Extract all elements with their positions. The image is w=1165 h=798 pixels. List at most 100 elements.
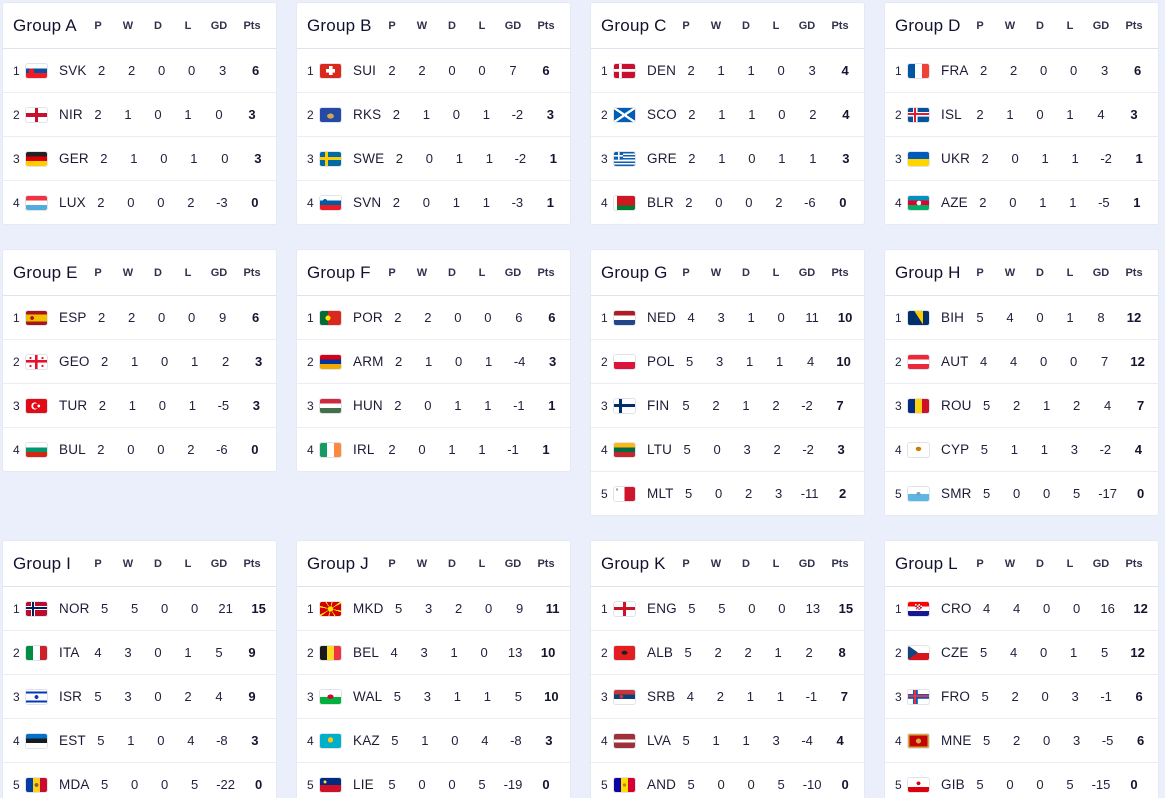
group-title: Group F <box>307 262 371 282</box>
team-code: RKS <box>353 107 382 122</box>
team-row[interactable]: 3 GER 2 1 0 1 0 3 <box>3 136 276 180</box>
team-row[interactable]: 1 ESP 2 2 0 0 9 6 <box>3 296 276 339</box>
team-row[interactable]: 1 SUI 2 2 0 0 7 6 <box>297 49 570 92</box>
l-value: 4 <box>481 733 489 748</box>
team-row[interactable]: 1 SVK 2 2 0 0 3 6 <box>3 49 276 92</box>
team-row[interactable]: 2 SCO 2 1 1 0 2 4 <box>591 92 864 136</box>
team-code: ITA <box>59 645 80 660</box>
team-row[interactable]: 1 NED 4 3 1 0 11 10 <box>591 296 864 339</box>
team-row[interactable]: 3 ROU 5 2 1 2 4 7 <box>885 383 1158 427</box>
team-row[interactable]: 2 CZE 5 4 0 1 5 12 <box>885 630 1158 674</box>
team-row[interactable]: 1 MKD 5 3 2 0 9 11 <box>297 587 570 630</box>
gd-value: -8 <box>216 733 228 748</box>
flag-cell <box>908 486 934 501</box>
team-row[interactable]: 2 ITA 4 3 0 1 5 9 <box>3 630 276 674</box>
team-row[interactable]: 1 FRA 2 2 0 0 3 6 <box>885 49 1158 92</box>
column-header-gd: GD <box>504 266 522 279</box>
column-header-p: P <box>682 266 690 279</box>
points-value: 12 <box>1126 310 1142 325</box>
column-header-d: D <box>1036 19 1044 32</box>
team-row[interactable]: 3 WAL 5 3 1 1 5 10 <box>297 674 570 718</box>
team-row[interactable]: 4 BUL 2 0 0 2 -6 0 <box>3 427 276 471</box>
points-value: 15 <box>251 601 266 616</box>
p-value: 4 <box>687 310 695 325</box>
p-value: 5 <box>976 310 984 325</box>
team-row[interactable]: 4 LTU 5 0 3 2 -2 3 <box>591 427 864 471</box>
d-value: 1 <box>450 645 458 660</box>
team-row[interactable]: 4 AZE 2 0 1 1 -5 1 <box>885 180 1158 224</box>
team-row[interactable]: 3 FRO 5 2 0 3 -1 6 <box>885 674 1158 718</box>
l-value: 1 <box>190 354 199 369</box>
team-code: SMR <box>941 486 972 501</box>
position-number: 1 <box>601 601 608 616</box>
team-row[interactable]: 4 IRL 2 0 1 1 -1 1 <box>297 427 570 471</box>
l-value: 0 <box>1069 63 1078 78</box>
team-row[interactable]: 4 EST 5 1 0 4 -8 3 <box>3 718 276 762</box>
w-value: 1 <box>130 151 138 166</box>
team-row[interactable]: 2 RKS 2 1 0 1 -2 3 <box>297 92 570 136</box>
column-header-p: P <box>976 557 984 570</box>
team-row[interactable]: 3 HUN 2 0 1 1 -1 1 <box>297 383 570 427</box>
team-row[interactable]: 1 DEN 2 1 1 0 3 4 <box>591 49 864 92</box>
team-row[interactable]: 1 NOR 5 5 0 0 21 15 <box>3 587 276 630</box>
team-row[interactable]: 2 AUT 4 4 0 0 7 12 <box>885 339 1158 383</box>
team-row[interactable]: 2 ARM 2 1 0 1 -4 3 <box>297 339 570 383</box>
team-row[interactable]: 2 GEO 2 1 0 1 2 3 <box>3 339 276 383</box>
team-row[interactable]: 3 ISR 5 3 0 2 4 9 <box>3 674 276 718</box>
team-row[interactable]: 4 LUX 2 0 0 2 -3 0 <box>3 180 276 224</box>
team-code: IRL <box>353 442 375 457</box>
points-value: 4 <box>841 63 849 78</box>
team-row[interactable]: 4 KAZ 5 1 0 4 -8 3 <box>297 718 570 762</box>
team-row[interactable]: 1 ENG 5 5 0 0 13 15 <box>591 587 864 630</box>
team-row[interactable]: 4 CYP 5 1 1 3 -2 4 <box>885 427 1158 471</box>
team-row[interactable]: 3 TUR 2 1 0 1 -5 3 <box>3 383 276 427</box>
p-value: 5 <box>683 442 691 457</box>
w-value: 2 <box>418 63 426 78</box>
team-row[interactable]: 5 AND 5 0 0 5 -10 0 <box>591 762 864 798</box>
w-value: 4 <box>1006 310 1014 325</box>
d-value: 2 <box>744 645 752 660</box>
gd-value: -4 <box>513 354 526 369</box>
flag-pol-icon <box>614 354 635 369</box>
team-row[interactable]: 4 SVN 2 0 1 1 -3 1 <box>297 180 570 224</box>
team-row[interactable]: 3 SRB 4 2 1 1 -1 7 <box>591 674 864 718</box>
team-row[interactable]: 5 MDA 5 0 0 5 -22 0 <box>3 762 276 798</box>
team-row[interactable]: 1 BIH 5 4 0 1 8 12 <box>885 296 1158 339</box>
team-row[interactable]: 1 POR 2 2 0 0 6 6 <box>297 296 570 339</box>
flag-cell <box>614 689 640 704</box>
p-value: 5 <box>982 486 991 501</box>
team-row[interactable]: 1 CRO 4 4 0 0 16 12 <box>885 587 1158 630</box>
team-code: BIH <box>941 310 965 325</box>
column-header-l: L <box>772 19 780 32</box>
team-row[interactable]: 5 GIB 5 0 0 5 -15 0 <box>885 762 1158 798</box>
team-row[interactable]: 3 FIN 5 2 1 2 -2 7 <box>591 383 864 427</box>
team-row[interactable]: 3 SWE 2 0 1 1 -2 1 <box>297 136 570 180</box>
team-row[interactable]: 4 BLR 2 0 0 2 -6 0 <box>591 180 864 224</box>
flag-cell <box>614 442 640 457</box>
points-value: 1 <box>1135 151 1143 166</box>
position-number: 1 <box>307 601 314 616</box>
team-row[interactable]: 2 BEL 4 3 1 0 13 10 <box>297 630 570 674</box>
team-row[interactable]: 5 LIE 5 0 0 5 -19 0 <box>297 762 570 798</box>
column-header-p: P <box>682 557 690 570</box>
p-value: 2 <box>97 442 105 457</box>
team-row[interactable]: 2 ISL 2 1 0 1 4 3 <box>885 92 1158 136</box>
l-value: 2 <box>187 442 195 457</box>
flag-cze-icon <box>908 645 929 660</box>
d-value: 2 <box>454 601 463 616</box>
group-card: Group B P W D L GD Pts 1 SUI 2 2 0 0 7 6 2 RKS 2 1 0 1 -2 3 3 SW… <box>296 2 571 225</box>
gd-value: -2 <box>1100 151 1112 166</box>
team-row[interactable]: 2 POL 5 3 1 1 4 10 <box>591 339 864 383</box>
team-row[interactable]: 5 SMR 5 0 0 5 -17 0 <box>885 471 1158 515</box>
team-row[interactable]: 4 MNE 5 2 0 3 -5 6 <box>885 718 1158 762</box>
flag-blr-icon <box>614 195 635 210</box>
team-row[interactable]: 4 LVA 5 1 1 3 -4 4 <box>591 718 864 762</box>
column-header-gd: GD <box>1092 19 1110 32</box>
team-row[interactable]: 3 UKR 2 0 1 1 -2 1 <box>885 136 1158 180</box>
flag-cell <box>320 195 346 210</box>
team-row[interactable]: 5 MLT 5 0 2 3 -11 2 <box>591 471 864 515</box>
team-row[interactable]: 2 ALB 5 2 2 1 2 8 <box>591 630 864 674</box>
d-value: 0 <box>160 354 169 369</box>
team-row[interactable]: 3 GRE 2 1 0 1 1 3 <box>591 136 864 180</box>
team-row[interactable]: 2 NIR 2 1 0 1 0 3 <box>3 92 276 136</box>
